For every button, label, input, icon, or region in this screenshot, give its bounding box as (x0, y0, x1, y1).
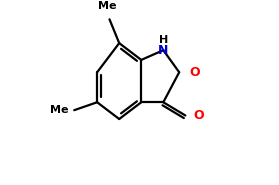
Text: N: N (158, 44, 169, 57)
Text: Me: Me (50, 105, 68, 115)
Text: O: O (189, 66, 199, 79)
Text: H: H (159, 36, 168, 46)
Text: Me: Me (98, 1, 117, 11)
Text: O: O (193, 109, 204, 122)
